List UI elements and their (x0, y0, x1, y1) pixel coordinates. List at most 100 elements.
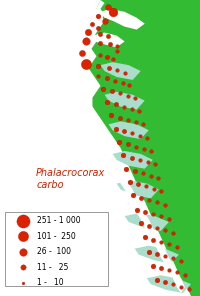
Point (110, 9, 114, 14)
Polygon shape (146, 275, 190, 293)
Point (186, 287, 190, 292)
Point (21, 218, 25, 223)
Point (146, 223, 150, 228)
Point (113, 126, 117, 131)
Point (133, 120, 137, 125)
Point (116, 140, 120, 144)
Polygon shape (100, 62, 140, 80)
Point (140, 122, 144, 127)
Point (154, 200, 158, 205)
Point (146, 197, 150, 202)
Point (150, 263, 154, 268)
Point (84, 38, 88, 43)
Point (158, 189, 162, 193)
Point (178, 259, 182, 263)
Point (130, 193, 134, 198)
Point (155, 175, 159, 180)
Point (138, 221, 142, 226)
Polygon shape (112, 151, 152, 169)
Point (105, 5, 109, 10)
Point (129, 131, 133, 136)
Point (121, 129, 125, 133)
Point (98, 52, 102, 57)
Point (137, 157, 141, 162)
Point (107, 42, 111, 47)
Point (162, 202, 166, 207)
Point (121, 104, 125, 109)
Point (134, 207, 138, 212)
Point (21, 234, 25, 239)
Point (114, 44, 118, 48)
Point (90, 22, 94, 27)
Polygon shape (104, 92, 144, 110)
Point (141, 147, 145, 151)
FancyBboxPatch shape (5, 212, 107, 286)
Point (96, 26, 100, 30)
Point (126, 83, 130, 88)
Point (178, 284, 182, 289)
Point (154, 252, 158, 256)
Point (170, 256, 174, 261)
Point (152, 162, 156, 167)
Point (174, 245, 178, 250)
Point (104, 76, 108, 81)
Polygon shape (134, 246, 178, 263)
Point (21, 250, 25, 254)
Point (150, 237, 154, 242)
Text: 251 - 1 000: 251 - 1 000 (37, 216, 80, 225)
Point (135, 182, 139, 187)
Polygon shape (88, 0, 200, 296)
Point (143, 184, 147, 189)
Point (170, 282, 174, 287)
Text: 11 -   25: 11 - 25 (37, 263, 68, 272)
Point (98, 41, 102, 45)
Point (170, 231, 174, 235)
Point (110, 57, 114, 62)
Point (113, 102, 117, 107)
Polygon shape (80, 0, 184, 293)
Point (166, 268, 170, 272)
Point (120, 81, 124, 85)
Text: 26 -  100: 26 - 100 (37, 247, 71, 256)
Point (21, 281, 25, 285)
Point (21, 265, 25, 270)
Point (96, 14, 100, 19)
Point (120, 153, 124, 158)
Point (125, 118, 129, 122)
Text: Phalacrocorax
carbo: Phalacrocorax carbo (36, 168, 105, 190)
Point (129, 107, 133, 111)
Point (154, 277, 158, 282)
Polygon shape (110, 0, 150, 21)
Point (129, 155, 133, 160)
Polygon shape (116, 181, 158, 198)
Point (140, 171, 144, 176)
Point (138, 195, 142, 200)
Polygon shape (108, 121, 148, 139)
Point (148, 173, 152, 178)
Point (142, 235, 146, 240)
Point (174, 270, 178, 275)
Point (158, 214, 162, 219)
Point (102, 18, 106, 23)
Point (96, 63, 100, 68)
Point (125, 142, 129, 147)
Point (117, 91, 121, 96)
Text: 101 -  250: 101 - 250 (37, 232, 76, 241)
Point (144, 135, 148, 140)
Point (142, 210, 146, 214)
Point (158, 266, 162, 270)
Point (80, 51, 84, 56)
Point (136, 109, 140, 114)
Point (114, 49, 118, 53)
Point (100, 86, 104, 91)
Point (150, 212, 154, 216)
Point (146, 249, 150, 254)
Point (105, 34, 109, 38)
Point (98, 32, 102, 36)
Point (182, 273, 186, 278)
Point (114, 68, 118, 73)
Point (133, 144, 137, 149)
Point (166, 217, 170, 221)
Point (125, 93, 129, 98)
Point (154, 226, 158, 230)
